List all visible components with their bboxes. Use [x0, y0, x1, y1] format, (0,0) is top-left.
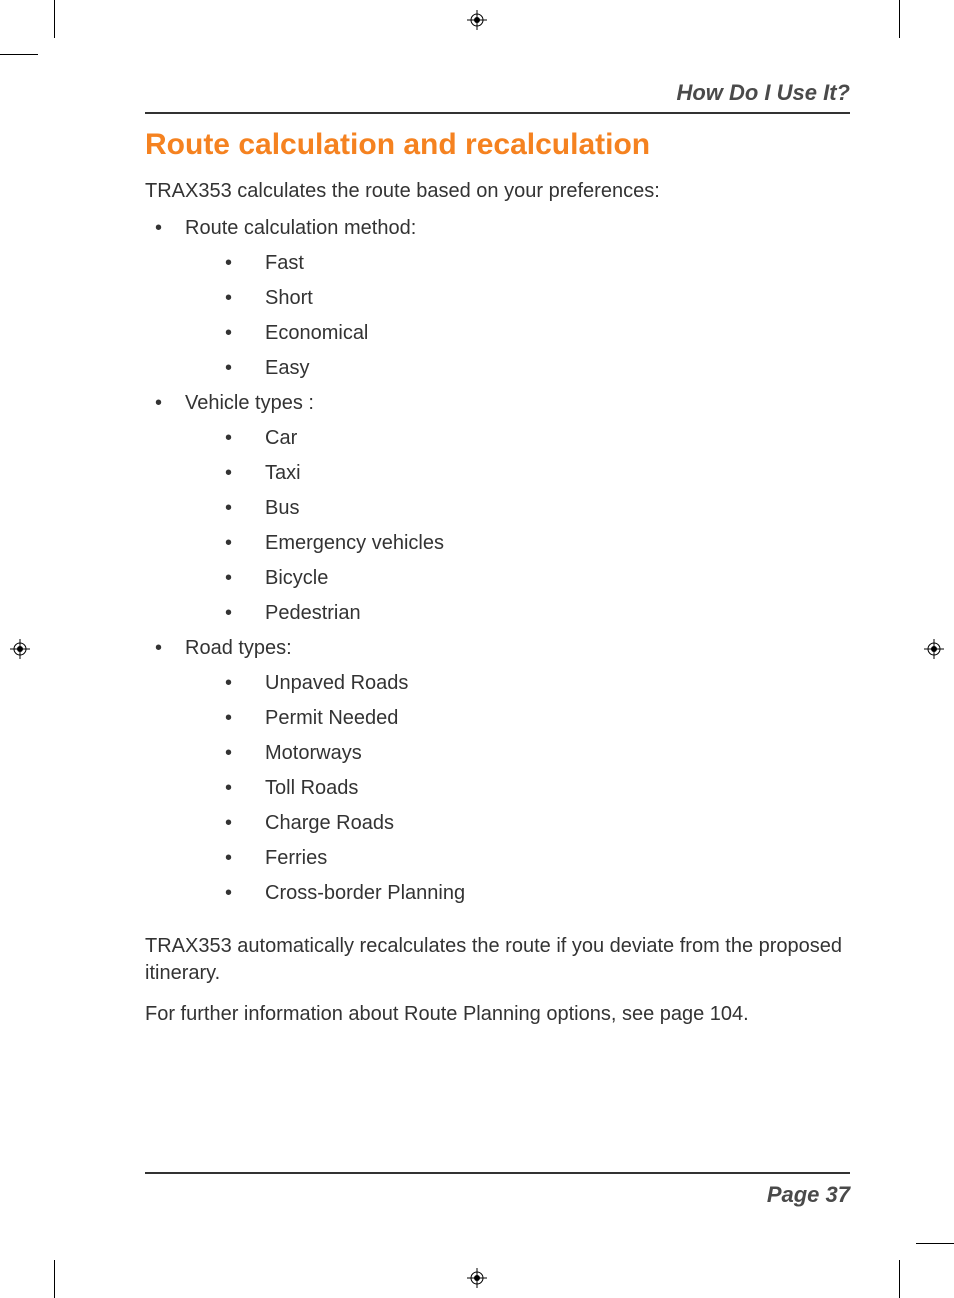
- list-item: Cross-border Planning: [185, 882, 850, 905]
- list-item: Motorways: [185, 742, 850, 765]
- list-item: Bicycle: [185, 567, 850, 590]
- list-item: Car: [185, 427, 850, 450]
- section-header: How Do I Use It?: [145, 80, 850, 114]
- crop-mark: [916, 1243, 954, 1244]
- list-item: Fast: [185, 252, 850, 275]
- list-label: Road types:: [185, 637, 292, 659]
- page-number: Page 37: [767, 1182, 850, 1208]
- list-item: Road types: Unpaved Roads Permit Needed …: [145, 637, 850, 905]
- list-item: Pedestrian: [185, 602, 850, 625]
- registration-mark-icon: [467, 10, 487, 30]
- body-paragraph: For further information about Route Plan…: [145, 1001, 850, 1028]
- registration-mark-icon: [467, 1268, 487, 1288]
- list-item: Unpaved Roads: [185, 672, 850, 695]
- list-item: Charge Roads: [185, 812, 850, 835]
- preferences-list: Route calculation method: Fast Short Eco…: [145, 217, 850, 905]
- body-paragraph: TRAX353 automatically recalculates the r…: [145, 933, 850, 987]
- sublist: Car Taxi Bus Emergency vehicles Bicycle …: [185, 427, 850, 625]
- page-title: Route calculation and recalculation: [145, 128, 850, 162]
- list-item: Easy: [185, 357, 850, 380]
- sublist: Fast Short Economical Easy: [185, 252, 850, 380]
- crop-mark: [54, 1260, 55, 1298]
- list-label: Vehicle types :: [185, 392, 314, 414]
- list-item: Vehicle types : Car Taxi Bus Emergency v…: [145, 392, 850, 625]
- crop-mark: [899, 1260, 900, 1298]
- list-label: Route calculation method:: [185, 217, 416, 239]
- crop-mark: [54, 0, 55, 38]
- list-item: Bus: [185, 497, 850, 520]
- footer-rule: [145, 1172, 850, 1174]
- list-item: Permit Needed: [185, 707, 850, 730]
- crop-mark: [899, 0, 900, 38]
- list-item: Route calculation method: Fast Short Eco…: [145, 217, 850, 380]
- page-content: How Do I Use It? Route calculation and r…: [145, 80, 850, 1028]
- list-item: Economical: [185, 322, 850, 345]
- list-item: Toll Roads: [185, 777, 850, 800]
- registration-mark-icon: [924, 639, 944, 659]
- crop-mark: [0, 54, 38, 55]
- list-item: Taxi: [185, 462, 850, 485]
- list-item: Ferries: [185, 847, 850, 870]
- list-item: Short: [185, 287, 850, 310]
- intro-text: TRAX353 calculates the route based on yo…: [145, 180, 850, 203]
- list-item: Emergency vehicles: [185, 532, 850, 555]
- sublist: Unpaved Roads Permit Needed Motorways To…: [185, 672, 850, 905]
- registration-mark-icon: [10, 639, 30, 659]
